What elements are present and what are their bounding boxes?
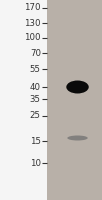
Ellipse shape: [67, 136, 88, 140]
Text: 170: 170: [24, 3, 41, 12]
Text: 100: 100: [24, 33, 41, 43]
Text: 40: 40: [30, 83, 41, 92]
Ellipse shape: [66, 81, 89, 94]
Text: 35: 35: [30, 95, 41, 104]
Text: 130: 130: [24, 19, 41, 27]
FancyBboxPatch shape: [47, 0, 102, 200]
Text: 55: 55: [30, 64, 41, 73]
Text: 25: 25: [30, 112, 41, 120]
Text: 10: 10: [30, 158, 41, 168]
Text: 15: 15: [30, 136, 41, 146]
Text: 70: 70: [30, 48, 41, 58]
